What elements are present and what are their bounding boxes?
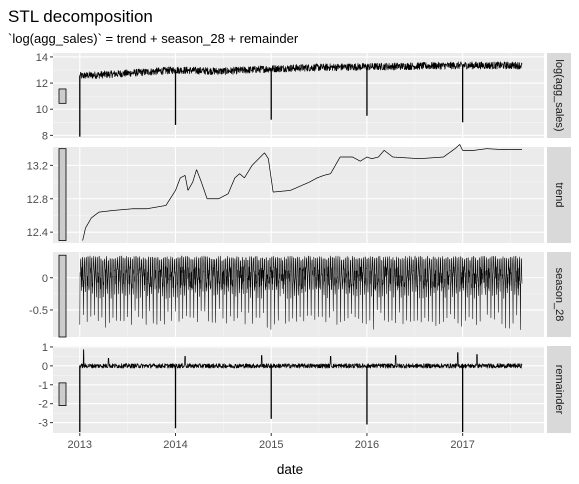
y-tick-label: 14 <box>36 52 48 64</box>
scale-bar <box>59 149 66 241</box>
facet-strip-label: trend <box>553 182 565 207</box>
panel-background <box>53 147 544 243</box>
y-tick-label: 0 <box>42 273 48 285</box>
facet-strip-label: log(agg_sales) <box>553 59 565 131</box>
x-axis-title: date <box>277 462 303 477</box>
y-tick-label: -2 <box>38 399 48 411</box>
facet-strip-label: season_28 <box>553 268 565 322</box>
y-tick-label: 1 <box>42 342 48 354</box>
y-tick-label: 12.4 <box>27 227 48 239</box>
panel-background <box>53 346 544 433</box>
y-tick-label: -0.5 <box>29 305 48 317</box>
y-tick-label: 12.8 <box>27 194 48 206</box>
panel-0: 8 10 12 14 log(agg_sales) <box>36 52 571 142</box>
x-tick-label: 2017 <box>450 439 474 451</box>
y-tick-label: -1 <box>38 380 48 392</box>
chart-title: STL decomposition <box>8 7 153 26</box>
scale-bar <box>59 89 66 103</box>
x-tick-label: 2013 <box>68 439 92 451</box>
x-tick-label: 2016 <box>355 439 379 451</box>
x-tick-label: 2014 <box>163 439 187 451</box>
panel-1: 12.4 12.8 13.2 trend <box>27 145 571 243</box>
panel-2: -0.5 0 season_28 <box>29 252 571 337</box>
chart-subtitle: `log(agg_sales)` = trend + season_28 + r… <box>8 31 299 46</box>
scale-bar <box>59 383 66 406</box>
x-axis: 2013 2014 2015 2016 2017 <box>68 433 475 451</box>
y-tick-label: 0 <box>42 361 48 373</box>
y-tick-label: 12 <box>36 78 48 90</box>
panel-3: -3 -2 -1 0 1 remainder <box>38 342 571 433</box>
y-tick-label: 8 <box>42 130 48 142</box>
x-tick-label: 2015 <box>259 439 283 451</box>
y-tick-label: -3 <box>38 418 48 430</box>
y-tick-label: 13.2 <box>27 160 48 172</box>
panels: 8101214log(agg_sales)12.412.813.2trend-0… <box>27 52 571 433</box>
facet-strip-label: remainder <box>553 365 565 415</box>
y-tick-label: 10 <box>36 104 48 116</box>
scale-bar <box>59 255 66 337</box>
